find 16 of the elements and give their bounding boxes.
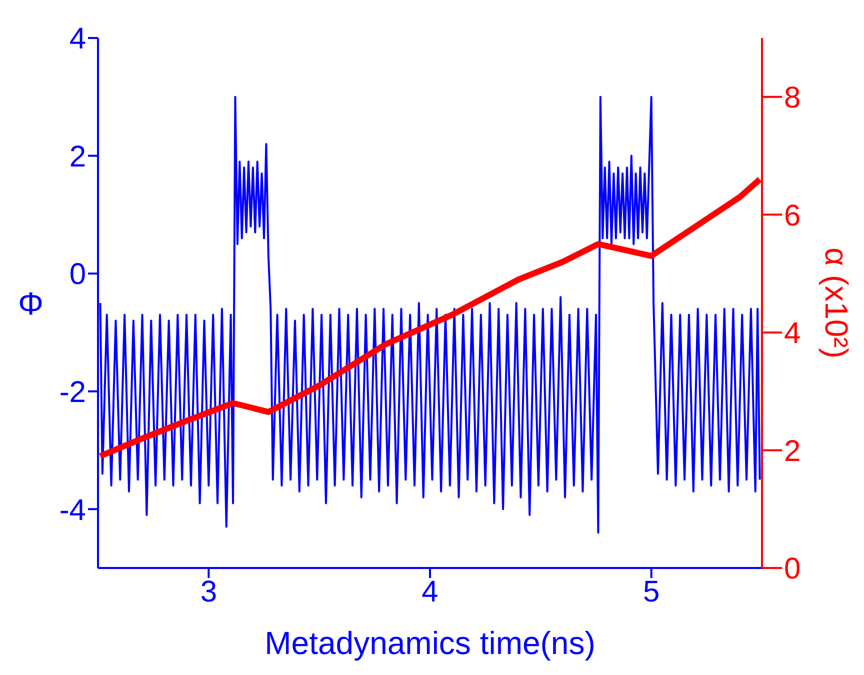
y-tick-label: -2 [59,376,86,409]
x-tick-label: 4 [422,575,438,608]
y-tick-label: 2 [69,140,86,174]
y2-tick-label: 0 [784,552,801,586]
y-tick-label: 4 [69,22,86,56]
y2-tick-label: 8 [784,82,801,115]
x-tick-label: 3 [200,575,218,608]
y-axis-title: Φ [18,285,44,322]
y-tick-label: 0 [69,258,86,292]
y2-tick-label: 6 [784,199,801,232]
y2-tick-label: 4 [784,317,801,350]
y-tick-label: -4 [59,494,86,527]
x-axis-title: Metadynamics time(ns) [264,625,596,661]
y2-tick-label: 2 [784,434,801,468]
x-tick-label: 5 [642,575,660,608]
y2-axis-title: α (x10²) [818,248,855,358]
